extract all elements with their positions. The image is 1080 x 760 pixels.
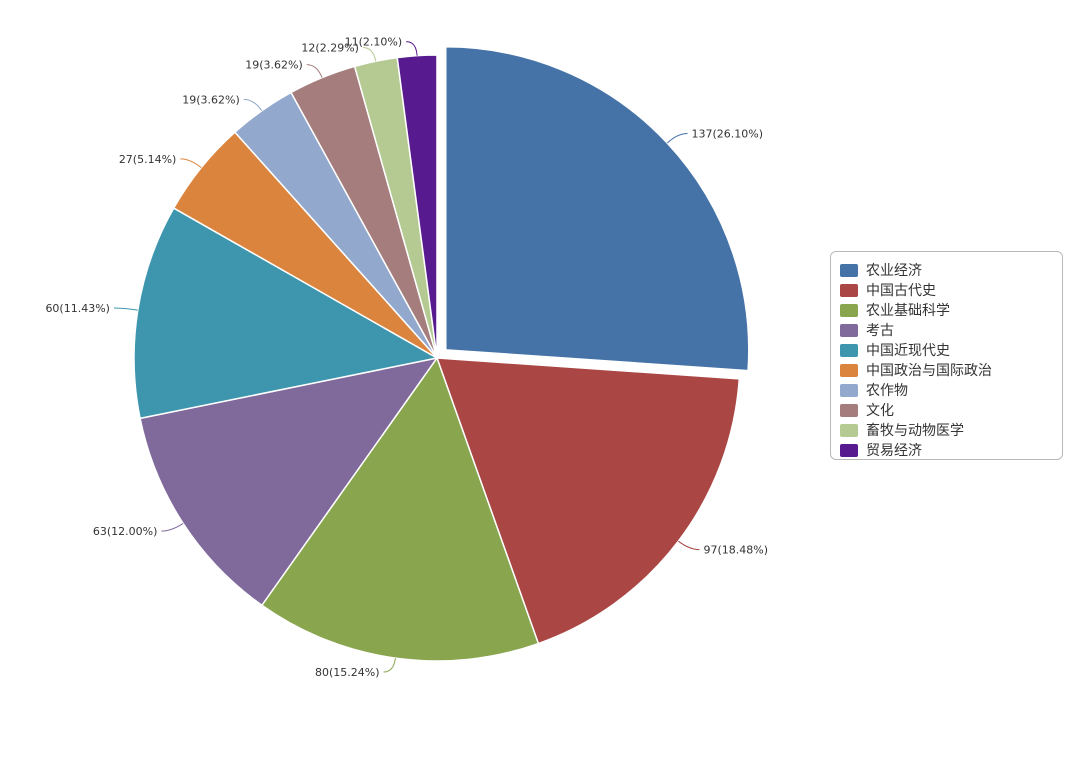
legend-item[interactable]: 考古 [840,320,1062,340]
data-label: 137(26.10%) [692,128,764,141]
legend-swatch [840,363,858,377]
data-label: 19(3.62%) [245,59,303,72]
legend-item[interactable]: 农业经济 [840,260,1062,280]
legend-label: 中国近现代史 [866,343,950,359]
legend-item[interactable]: 文化 [840,400,1062,420]
legend-item[interactable]: 农业基础科学 [840,300,1062,320]
label-connector [383,658,396,673]
data-label: 19(3.62%) [182,93,240,106]
legend-swatch [840,263,858,277]
legend-swatch [840,403,858,417]
data-label: 80(15.24%) [315,666,380,679]
legend-item[interactable]: 贸易经济 [840,440,1062,460]
legend-swatch [840,423,858,437]
legend-label: 农作物 [866,383,908,399]
label-connector [243,98,263,112]
legend-item[interactable]: 农作物 [840,380,1062,400]
legend-swatch [840,443,858,457]
label-connector [678,540,700,551]
pie-slice[interactable] [139,356,439,607]
legend-item[interactable]: 中国政治与国际政治 [840,360,1062,380]
label-connector [666,133,688,144]
label-connector [113,307,138,311]
data-label: 27(5.14%) [119,153,177,166]
pie-slice[interactable] [435,357,741,645]
label-connector [362,47,377,62]
legend-label: 中国古代史 [866,283,936,299]
legend-swatch [840,323,858,337]
legend-item[interactable]: 中国古代史 [840,280,1062,300]
data-label: 60(11.43%) [45,302,110,315]
label-connector [406,41,418,56]
data-label: 63(12.00%) [93,525,158,538]
pie-slice[interactable] [445,46,750,372]
legend-swatch [840,343,858,357]
legend-label: 农业经济 [866,263,922,279]
chart-legend: 农业经济中国古代史农业基础科学 考古中国近现代史中国政治与国际政治 农作物文化畜牧与… [830,251,1063,460]
label-connector [161,522,184,532]
legend-label: 考古 [866,323,894,339]
pie-slice[interactable] [396,54,438,359]
legend-label: 文化 [866,403,894,419]
legend-item[interactable]: 中国近现代史 [840,340,1062,360]
legend-swatch [840,383,858,397]
legend-label: 畜牧与动物医学 [866,423,964,439]
label-connector [180,158,202,169]
data-label: 12(2.29%) [301,42,359,55]
legend-label: 农业基础科学 [866,303,950,319]
data-label: 11(2.10%) [345,36,403,49]
data-label: 97(18.48%) [704,544,769,557]
pie-slice[interactable] [133,207,440,420]
legend-label: 贸易经济 [866,443,922,459]
legend-label: 中国政治与国际政治 [866,363,992,379]
label-connector [306,64,323,78]
legend-swatch [840,303,858,317]
legend-swatch [840,283,858,297]
legend-item[interactable]: 畜牧与动物医学 [840,420,1062,440]
